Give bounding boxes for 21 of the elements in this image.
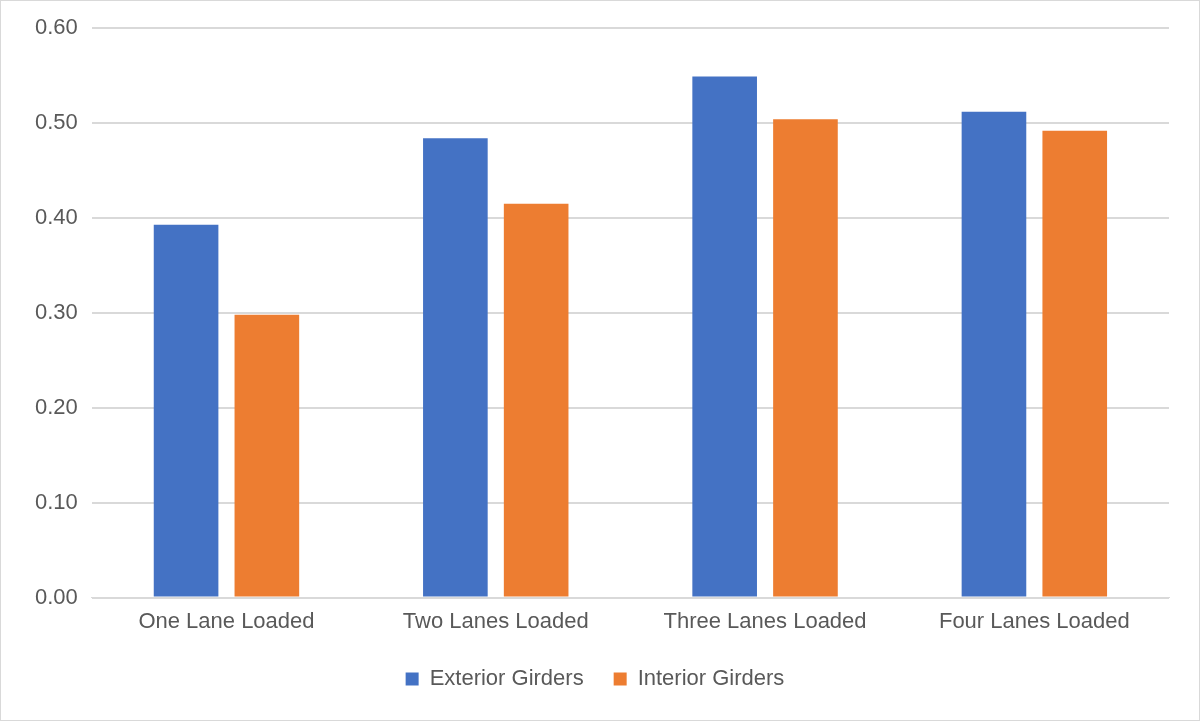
bar	[503, 203, 569, 597]
bar	[692, 76, 757, 597]
bar	[961, 111, 1027, 597]
bar	[234, 314, 300, 597]
x-tick-label: Three Lanes Loaded	[663, 607, 867, 633]
x-tick-label: Four Lanes Loaded	[938, 607, 1130, 633]
x-tick-label: Two Lanes Loaded	[402, 607, 589, 633]
y-tick-label: 0.60	[34, 14, 78, 40]
x-tick-label: One Lane Loaded	[138, 607, 315, 633]
y-tick-label: 0.40	[34, 204, 78, 230]
bar	[773, 119, 838, 597]
y-tick-label: 0.30	[34, 298, 78, 324]
bar	[1042, 130, 1108, 597]
y-tick-label: 0.10	[34, 488, 78, 514]
y-tick-label: 0.50	[34, 109, 78, 135]
y-tick-label: 0.00	[34, 583, 78, 609]
legend-label: Interior Girders	[637, 665, 785, 691]
y-tick-label: 0.20	[34, 393, 78, 419]
bar	[423, 138, 488, 597]
bar	[153, 224, 219, 597]
legend-label: Exterior Girders	[429, 665, 584, 691]
